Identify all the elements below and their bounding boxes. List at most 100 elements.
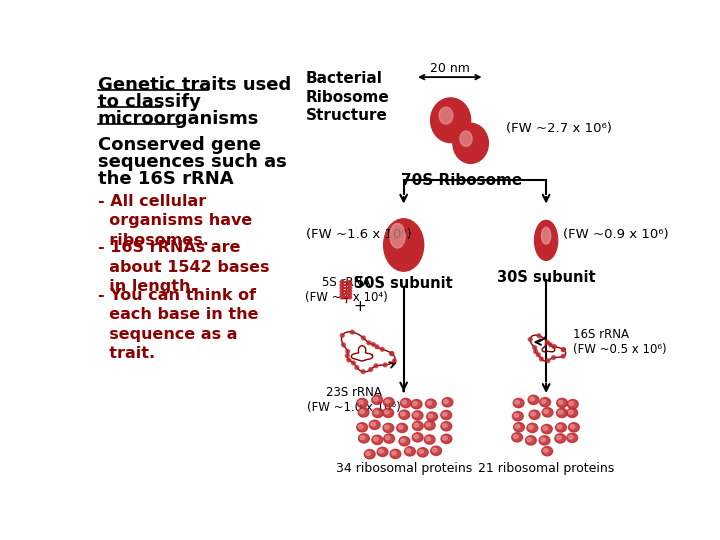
Ellipse shape bbox=[340, 289, 344, 293]
Ellipse shape bbox=[366, 451, 371, 455]
Ellipse shape bbox=[527, 438, 531, 442]
Ellipse shape bbox=[556, 423, 567, 432]
Ellipse shape bbox=[427, 412, 438, 421]
Ellipse shape bbox=[360, 410, 364, 414]
Ellipse shape bbox=[514, 414, 518, 417]
Ellipse shape bbox=[347, 358, 351, 362]
Ellipse shape bbox=[398, 425, 402, 429]
Ellipse shape bbox=[414, 413, 418, 417]
Ellipse shape bbox=[441, 410, 451, 420]
Ellipse shape bbox=[413, 421, 423, 430]
Ellipse shape bbox=[432, 448, 437, 452]
Ellipse shape bbox=[340, 284, 344, 287]
Ellipse shape bbox=[390, 352, 394, 355]
Ellipse shape bbox=[374, 397, 378, 401]
Ellipse shape bbox=[568, 435, 573, 439]
Ellipse shape bbox=[557, 399, 567, 408]
Ellipse shape bbox=[567, 433, 577, 442]
Ellipse shape bbox=[340, 293, 344, 296]
Ellipse shape bbox=[542, 447, 552, 456]
Ellipse shape bbox=[531, 412, 535, 416]
Ellipse shape bbox=[513, 423, 524, 432]
Ellipse shape bbox=[528, 338, 532, 341]
Ellipse shape bbox=[375, 345, 379, 349]
Ellipse shape bbox=[527, 423, 538, 433]
Ellipse shape bbox=[516, 424, 520, 428]
Text: Bacterial
Ribosome
Structure: Bacterial Ribosome Structure bbox=[306, 71, 390, 123]
Ellipse shape bbox=[414, 435, 418, 438]
Ellipse shape bbox=[541, 438, 545, 442]
Ellipse shape bbox=[360, 436, 365, 440]
Ellipse shape bbox=[348, 293, 351, 296]
Ellipse shape bbox=[348, 280, 351, 284]
Ellipse shape bbox=[374, 410, 379, 414]
Ellipse shape bbox=[567, 408, 577, 417]
Ellipse shape bbox=[424, 435, 435, 444]
Ellipse shape bbox=[374, 364, 378, 368]
Ellipse shape bbox=[351, 361, 355, 365]
Ellipse shape bbox=[428, 414, 433, 418]
Ellipse shape bbox=[364, 450, 375, 459]
Ellipse shape bbox=[557, 408, 567, 417]
Ellipse shape bbox=[536, 353, 540, 357]
Ellipse shape bbox=[356, 423, 367, 432]
Ellipse shape bbox=[399, 437, 410, 446]
Ellipse shape bbox=[557, 425, 562, 429]
Text: (FW ~0.9 x 10⁶): (FW ~0.9 x 10⁶) bbox=[563, 228, 669, 241]
Ellipse shape bbox=[392, 451, 396, 455]
Ellipse shape bbox=[552, 345, 557, 348]
Ellipse shape bbox=[419, 450, 423, 454]
Ellipse shape bbox=[348, 296, 351, 299]
Ellipse shape bbox=[552, 356, 555, 360]
Text: +: + bbox=[354, 299, 366, 314]
Text: 21 ribosomal proteins: 21 ribosomal proteins bbox=[478, 462, 614, 475]
Ellipse shape bbox=[426, 423, 431, 427]
Text: Genetic traits used: Genetic traits used bbox=[98, 76, 291, 94]
Ellipse shape bbox=[371, 422, 375, 426]
Ellipse shape bbox=[441, 422, 451, 431]
Ellipse shape bbox=[544, 449, 548, 453]
Text: sequences such as: sequences such as bbox=[98, 153, 287, 171]
Ellipse shape bbox=[443, 436, 447, 440]
Ellipse shape bbox=[392, 359, 396, 363]
Ellipse shape bbox=[431, 446, 441, 455]
Ellipse shape bbox=[359, 434, 369, 443]
Text: Conserved gene: Conserved gene bbox=[98, 136, 261, 154]
Ellipse shape bbox=[384, 397, 395, 407]
Ellipse shape bbox=[562, 348, 565, 352]
Ellipse shape bbox=[340, 287, 344, 289]
Ellipse shape bbox=[355, 366, 359, 369]
Ellipse shape bbox=[383, 423, 394, 433]
Ellipse shape bbox=[411, 400, 422, 409]
Ellipse shape bbox=[541, 424, 552, 434]
Ellipse shape bbox=[341, 343, 346, 347]
Ellipse shape bbox=[400, 438, 405, 442]
Ellipse shape bbox=[541, 227, 551, 244]
Ellipse shape bbox=[340, 296, 344, 299]
Text: (FW ~1.6 x 10⁶): (FW ~1.6 x 10⁶) bbox=[306, 228, 412, 241]
Ellipse shape bbox=[546, 359, 550, 363]
Text: 23S rRNA
(FW ~1.0 x 10⁶): 23S rRNA (FW ~1.0 x 10⁶) bbox=[307, 386, 400, 414]
Ellipse shape bbox=[545, 340, 549, 345]
Text: the 16S rRNA: the 16S rRNA bbox=[98, 170, 233, 187]
Text: 20 nm: 20 nm bbox=[430, 62, 469, 75]
Text: (FW ~2.7 x 10⁶): (FW ~2.7 x 10⁶) bbox=[506, 122, 612, 135]
Ellipse shape bbox=[384, 410, 389, 414]
Ellipse shape bbox=[384, 434, 395, 443]
Ellipse shape bbox=[431, 98, 471, 143]
Ellipse shape bbox=[570, 424, 575, 428]
Ellipse shape bbox=[413, 401, 418, 406]
Ellipse shape bbox=[340, 280, 344, 284]
Ellipse shape bbox=[385, 400, 390, 403]
Text: 16S rRNA
(FW ~0.5 x 10⁶): 16S rRNA (FW ~0.5 x 10⁶) bbox=[573, 328, 667, 356]
Ellipse shape bbox=[383, 363, 387, 367]
Ellipse shape bbox=[383, 408, 394, 417]
Ellipse shape bbox=[534, 220, 558, 260]
Ellipse shape bbox=[513, 435, 518, 438]
Ellipse shape bbox=[567, 400, 578, 409]
Ellipse shape bbox=[515, 400, 519, 404]
Ellipse shape bbox=[424, 421, 435, 430]
Ellipse shape bbox=[539, 357, 544, 361]
Ellipse shape bbox=[528, 425, 533, 429]
Ellipse shape bbox=[418, 448, 428, 457]
